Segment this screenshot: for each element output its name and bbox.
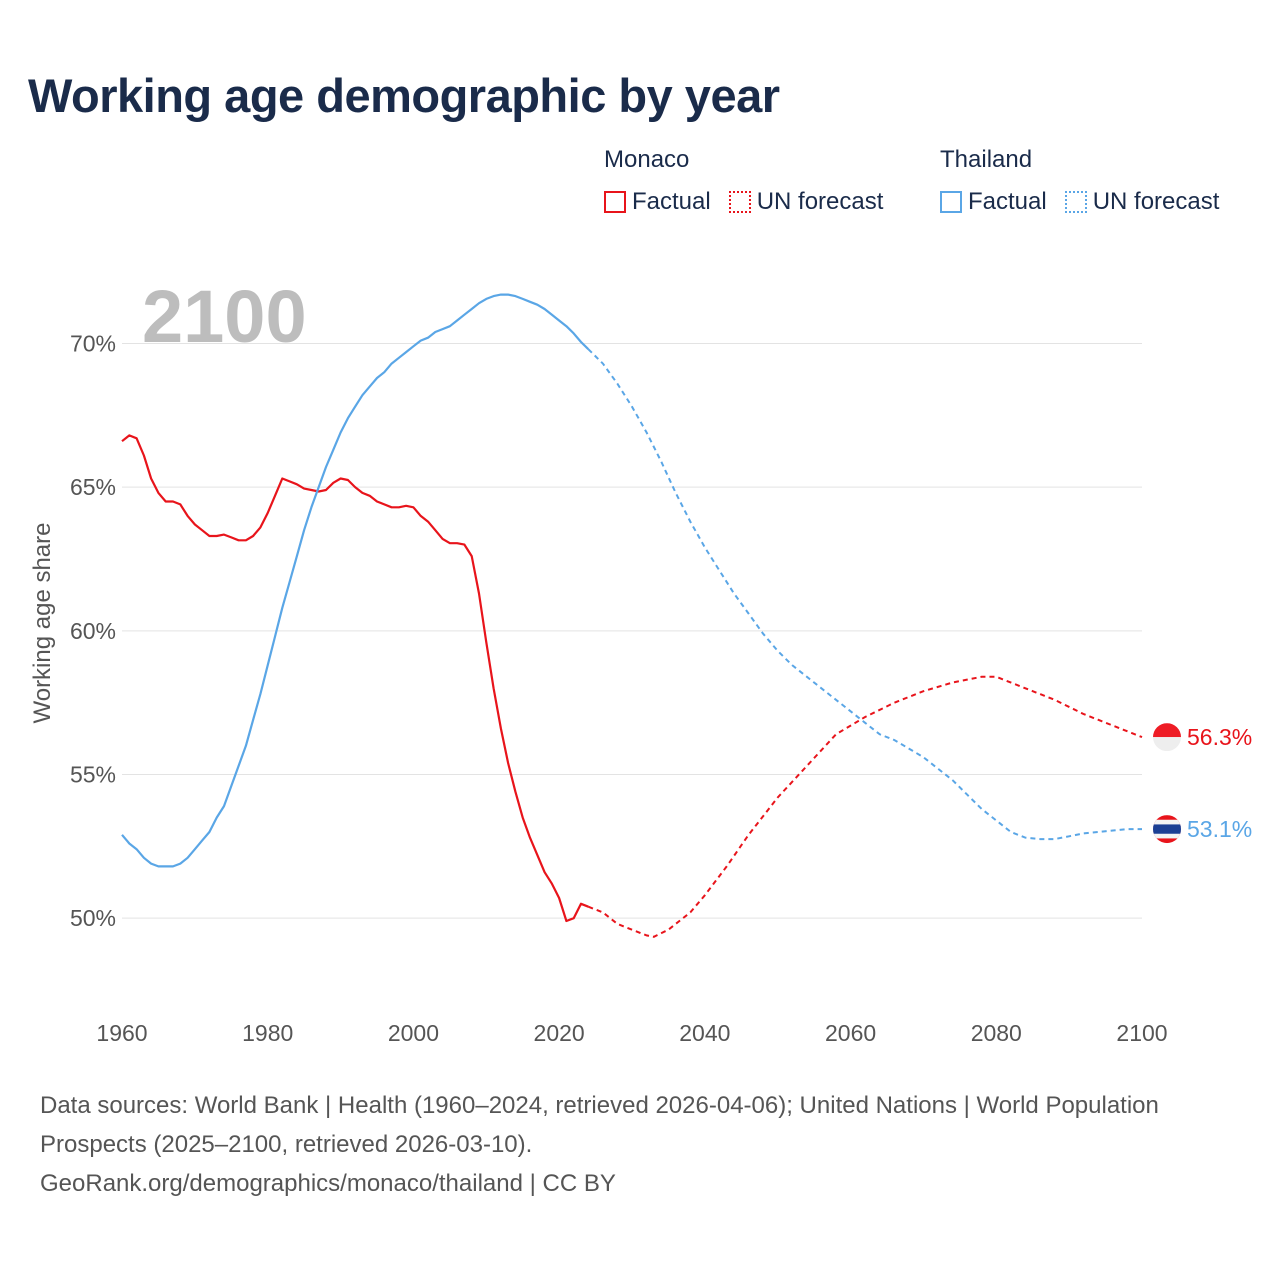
legend-item-thailand-forecast[interactable]: UN forecast [1064,188,1220,216]
credit-link[interactable]: GeoRank.org/demographics/monaco/thailand… [40,1170,616,1197]
x-tick-label: 2040 [679,1020,730,1046]
x-tick-label: 1980 [242,1020,293,1046]
legend-country-thailand: Thailand [940,146,1033,173]
y-tick-label: 50% [70,905,116,931]
monaco-flag-icon [1153,723,1181,752]
series-line-thailand-forecast [587,348,1142,841]
legend-label: Factual [968,188,1047,215]
end-markers: 56.3% 53.1% [1153,723,1252,844]
end-value-label-monaco: 56.3% [1187,724,1252,750]
x-tick-label: 2080 [971,1020,1022,1046]
y-axis-ticks: 50% 55% 60% 65% 70% [70,330,116,931]
series-line-monaco-forecast [587,675,1143,938]
end-value-label-thailand: 53.1% [1187,816,1252,842]
legend-swatch-solid [604,191,626,213]
legend-label: UN forecast [756,188,884,215]
x-tick-label: 2060 [825,1020,876,1046]
x-tick-label: 2000 [388,1020,439,1046]
legend-item-monaco-forecast[interactable]: UN forecast [728,188,884,216]
legend-swatch-solid [940,191,962,213]
legend-swatch-dotted [728,191,751,213]
series-line-monaco-factual [121,434,589,923]
y-tick-label: 55% [70,761,116,787]
series-line-thailand-factual [121,293,590,868]
x-tick-label: 2100 [1116,1020,1167,1046]
legend-swatch-dotted [1064,191,1087,213]
data-sources: Data sources: World Bank | Health (1960–… [40,1092,1159,1158]
chart-title: Working age demographic by year [28,69,780,122]
thailand-flag-icon [1153,815,1181,844]
legend-group-thailand: Thailand Factual UN forecast [940,146,1219,216]
y-tick-label: 70% [70,330,116,356]
series [121,293,1143,938]
year-overlay-label: 2100 [142,275,307,358]
x-axis-ticks: 1960 1980 2000 2020 2040 2060 2080 2100 [96,1020,1167,1046]
footer: Data sources: World Bank | Health (1960–… [40,1086,1240,1203]
line-chart: 50% 55% 60% 65% 70% 1960 1980 2000 2020 2040 2060… [29,275,1252,1046]
y-tick-label: 60% [70,618,116,644]
x-tick-label: 1960 [96,1020,147,1046]
x-tick-label: 2020 [534,1020,585,1046]
gridlines [122,342,1142,919]
legend-item-thailand-factual[interactable]: Factual [940,188,1047,216]
legend-country-monaco: Monaco [604,146,690,173]
y-axis-label: Working age share [29,523,56,724]
legend-label: Factual [632,188,711,215]
legend-item-monaco-factual[interactable]: Factual [604,188,711,216]
y-tick-label: 65% [70,474,116,500]
legend-label: UN forecast [1092,188,1220,215]
legend-group-monaco: Monaco Factual UN forecast [604,146,883,216]
